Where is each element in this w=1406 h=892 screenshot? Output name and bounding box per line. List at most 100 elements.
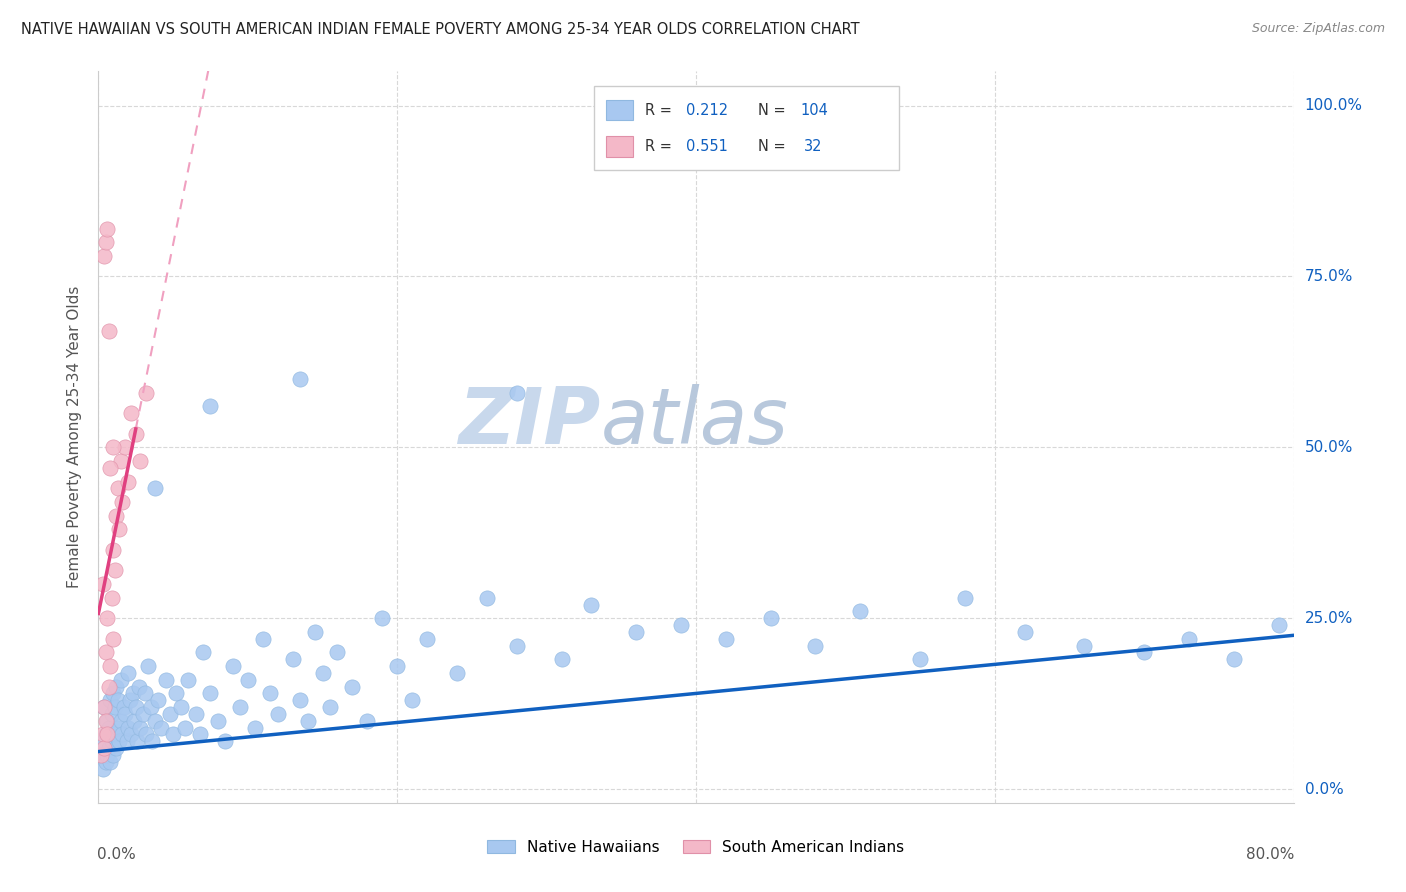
Point [101, 706, 124, 721]
FancyBboxPatch shape [595, 86, 900, 170]
Point [385, 659, 409, 673]
Point [91, 577, 114, 591]
Point [304, 624, 326, 639]
Point [107, 721, 129, 735]
Point [288, 372, 311, 386]
Point [120, 727, 142, 741]
Text: 0.551: 0.551 [686, 139, 728, 154]
Point [135, 727, 157, 741]
Point [311, 665, 333, 680]
Point [177, 673, 200, 687]
Point [506, 639, 529, 653]
Text: R =: R = [644, 139, 676, 154]
Point [506, 385, 529, 400]
Point [475, 591, 498, 605]
Point [669, 618, 692, 632]
Text: 104: 104 [800, 103, 828, 118]
Point [245, 721, 267, 735]
Point [94, 755, 117, 769]
Point [94, 727, 117, 741]
Point [143, 481, 166, 495]
Point [1014, 624, 1036, 639]
Point [117, 721, 139, 735]
Point [371, 611, 394, 625]
Point [849, 604, 872, 618]
Point [188, 727, 211, 741]
Text: 80.0%: 80.0% [1246, 847, 1295, 862]
Text: 32: 32 [804, 139, 823, 154]
Point [139, 700, 162, 714]
Point [222, 659, 245, 673]
Point [125, 700, 148, 714]
Point [105, 680, 128, 694]
Text: 100.0%: 100.0% [1305, 98, 1362, 113]
Point [288, 693, 311, 707]
Point [101, 591, 124, 605]
Point [93, 700, 115, 714]
Point [96, 727, 118, 741]
Point [714, 632, 737, 646]
Point [401, 693, 423, 707]
Point [155, 673, 177, 687]
Text: 75.0%: 75.0% [1305, 268, 1353, 284]
Point [1073, 639, 1095, 653]
Text: NATIVE HAWAIIAN VS SOUTH AMERICAN INDIAN FEMALE POVERTY AMONG 25-34 YEAR OLDS CO: NATIVE HAWAIIAN VS SOUTH AMERICAN INDIAN… [21, 22, 859, 37]
Point [159, 706, 181, 721]
Point [129, 454, 152, 468]
Point [150, 721, 173, 735]
Point [90, 747, 112, 762]
Point [118, 693, 141, 707]
Point [626, 624, 648, 639]
Point [108, 734, 131, 748]
Y-axis label: Female Poverty Among 25-34 Year Olds: Female Poverty Among 25-34 Year Olds [67, 286, 83, 588]
Point [104, 727, 127, 741]
Point [97, 324, 120, 338]
Point [1267, 618, 1289, 632]
Text: Source: ZipAtlas.com: Source: ZipAtlas.com [1251, 22, 1385, 36]
Point [91, 727, 114, 741]
Point [103, 542, 125, 557]
Point [132, 706, 155, 721]
Point [96, 747, 118, 762]
Point [101, 734, 124, 748]
Point [104, 700, 127, 714]
Point [96, 611, 118, 625]
Legend: Native Hawaiians, South American Indians: Native Hawaiians, South American Indians [481, 834, 911, 861]
Point [342, 680, 364, 694]
Point [108, 522, 131, 536]
Point [281, 652, 304, 666]
Text: 0.0%: 0.0% [97, 847, 136, 862]
Point [804, 639, 827, 653]
Point [191, 645, 214, 659]
Point [1133, 645, 1156, 659]
Point [319, 700, 342, 714]
Text: 25.0%: 25.0% [1305, 611, 1353, 625]
Point [94, 714, 117, 728]
Point [214, 734, 236, 748]
FancyBboxPatch shape [606, 136, 633, 157]
Point [96, 221, 118, 235]
Point [107, 481, 129, 495]
Text: N =: N = [758, 103, 790, 118]
Text: 0.0%: 0.0% [1305, 781, 1343, 797]
Point [110, 714, 132, 728]
Point [97, 680, 120, 694]
Point [111, 727, 134, 741]
Point [110, 454, 132, 468]
Point [103, 747, 125, 762]
Point [93, 249, 115, 263]
Point [200, 400, 222, 414]
Point [141, 734, 163, 748]
Point [117, 665, 139, 680]
Point [127, 734, 149, 748]
Point [169, 700, 191, 714]
Point [200, 686, 222, 700]
Point [134, 686, 156, 700]
Point [581, 598, 603, 612]
Text: 0.212: 0.212 [686, 103, 728, 118]
Point [165, 686, 187, 700]
Point [93, 741, 115, 756]
Point [252, 632, 274, 646]
Point [104, 563, 127, 577]
Point [103, 632, 125, 646]
